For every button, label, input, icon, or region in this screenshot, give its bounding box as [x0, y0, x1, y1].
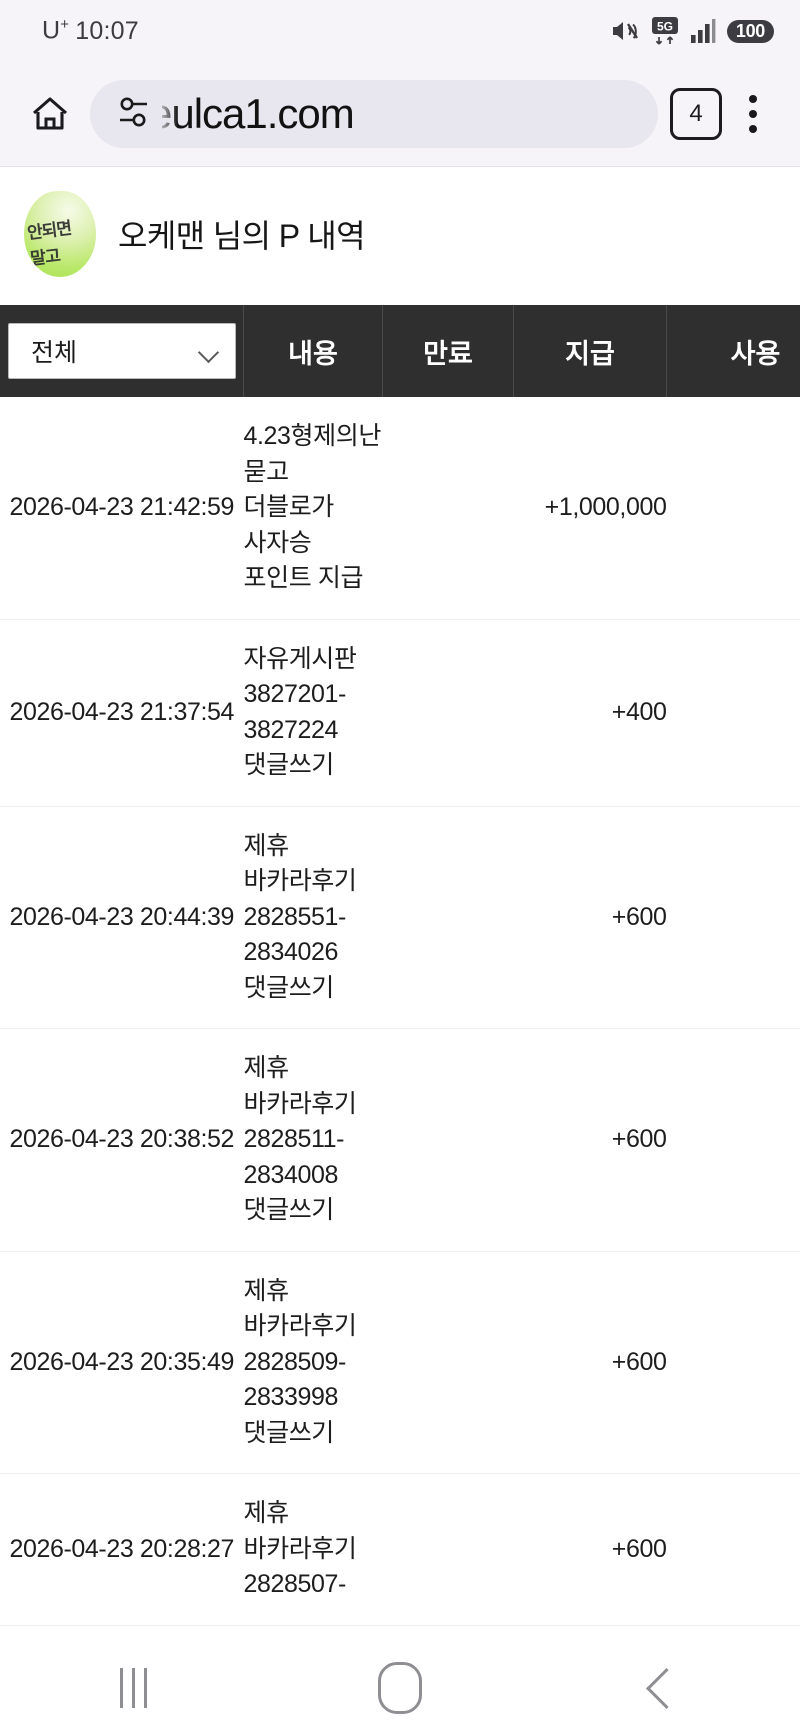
more-vertical-icon[interactable]	[726, 86, 780, 142]
cell-date: 2026-04-23 21:42:59	[0, 397, 244, 620]
cell-expire	[382, 1473, 514, 1626]
signal-bars-icon	[690, 18, 716, 44]
table-row[interactable]: 2026-04-23 20:44:39 제휴 바카라후기 2828551-283…	[0, 806, 800, 1029]
cell-desc: 4.23형제의난 묻고 더블로가 사자승 포인트 지급	[243, 397, 383, 620]
cell-expire	[382, 806, 514, 1029]
5g-icon: 5G	[651, 16, 679, 46]
column-header-pay: 지급	[513, 305, 667, 397]
cell-pay: +600	[513, 1251, 667, 1474]
content-bottom-mask	[0, 1628, 800, 1642]
avatar-scribble-text: 안되면 말고	[26, 218, 73, 270]
cell-desc: 제휴 바카라후기 2828507-	[243, 1473, 383, 1626]
system-navigation-bar	[0, 1642, 800, 1734]
column-header-desc: 내용	[243, 305, 383, 397]
cell-date: 2026-04-23 21:37:54	[0, 619, 244, 807]
cell-date: 2026-04-23 20:28:27	[0, 1473, 244, 1626]
mute-icon	[610, 18, 640, 44]
cell-desc: 제휴 바카라후기 2828509-2833998 댓글쓰기	[243, 1251, 383, 1474]
cell-pay: +1,000,000	[513, 397, 667, 620]
url-text[interactable]: eulca1.com	[162, 90, 354, 137]
cell-expire	[382, 1028, 514, 1252]
cell-date: 2026-04-23 20:35:49	[0, 1251, 244, 1474]
cell-expire	[382, 1251, 514, 1474]
recents-icon[interactable]	[73, 1642, 193, 1734]
status-bar-right: 5G 100	[610, 16, 774, 46]
type-filter-select[interactable]: 전체	[8, 323, 236, 379]
column-header-filter: 전체	[0, 305, 244, 397]
cell-pay: +600	[513, 1473, 667, 1626]
svg-text:5G: 5G	[657, 20, 673, 34]
cell-expire	[382, 397, 514, 620]
cell-pay: +400	[513, 619, 667, 807]
cell-use	[666, 1028, 800, 1252]
cell-use	[666, 1251, 800, 1474]
url-bar[interactable]: eulca1.com	[90, 80, 658, 148]
cell-date: 2026-04-23 20:38:52	[0, 1028, 244, 1252]
home-icon[interactable]	[22, 86, 78, 142]
table-row[interactable]: 2026-04-23 21:37:54 자유게시판 3827201-382722…	[0, 619, 800, 807]
cell-use	[666, 1473, 800, 1626]
cell-desc: 자유게시판 3827201-3827224 댓글쓰기	[243, 619, 383, 807]
table-row[interactable]: 2026-04-23 20:35:49 제휴 바카라후기 2828509-283…	[0, 1251, 800, 1474]
back-chevron-icon[interactable]	[607, 1642, 727, 1734]
column-header-use: 사용	[666, 305, 800, 397]
cell-pay: +600	[513, 1028, 667, 1252]
table-body: 2026-04-23 21:42:59 4.23형제의난 묻고 더블로가 사자승…	[0, 397, 800, 1626]
table-header-row: 전체 내용 만료 지급 사용	[0, 305, 800, 397]
type-filter-value: 전체	[31, 339, 78, 367]
table-row[interactable]: 2026-04-23 21:42:59 4.23형제의난 묻고 더블로가 사자승…	[0, 397, 800, 620]
cell-desc: 제휴 바카라후기 2828551-2834026 댓글쓰기	[243, 806, 383, 1029]
cell-use	[666, 397, 800, 620]
table-header: 전체 내용 만료 지급 사용	[0, 305, 800, 397]
carrier-label: U+	[42, 16, 70, 45]
table-row[interactable]: 2026-04-23 20:28:27 제휴 바카라후기 2828507- +6…	[0, 1473, 800, 1626]
status-clock: 10:07	[75, 16, 139, 45]
status-bar: U+ 10:07 5G	[0, 0, 800, 62]
cell-use	[666, 806, 800, 1029]
battery-indicator: 100	[726, 19, 774, 43]
page-content: 안되면 말고 오케맨 님의 P 내역 전체 내용 만료 지급 사용 2026-0…	[0, 167, 800, 1626]
cell-date: 2026-04-23 20:44:39	[0, 806, 244, 1029]
chevron-down-icon	[199, 345, 221, 358]
cell-expire	[382, 619, 514, 807]
status-bar-left: U+ 10:07	[42, 16, 139, 45]
tab-switcher-button[interactable]: 4	[670, 88, 722, 140]
column-header-expire: 만료	[382, 305, 514, 397]
browser-toolbar: eulca1.com 4	[0, 62, 800, 167]
cell-pay: +600	[513, 806, 667, 1029]
page-title: 오케맨 님의 P 내역	[118, 218, 366, 254]
table-row[interactable]: 2026-04-23 20:38:52 제휴 바카라후기 2828511-283…	[0, 1028, 800, 1252]
avatar[interactable]: 안되면 말고	[24, 191, 96, 277]
home-square-icon[interactable]	[340, 1642, 460, 1734]
tune-icon[interactable]	[114, 93, 154, 136]
cell-desc: 제휴 바카라후기 2828511-2834008 댓글쓰기	[243, 1028, 383, 1252]
cell-use	[666, 619, 800, 807]
profile-header: 안되면 말고 오케맨 님의 P 내역	[0, 167, 800, 305]
point-history-table: 전체 내용 만료 지급 사용 2026-04-23 21:42:59 4.23형…	[0, 305, 800, 1626]
